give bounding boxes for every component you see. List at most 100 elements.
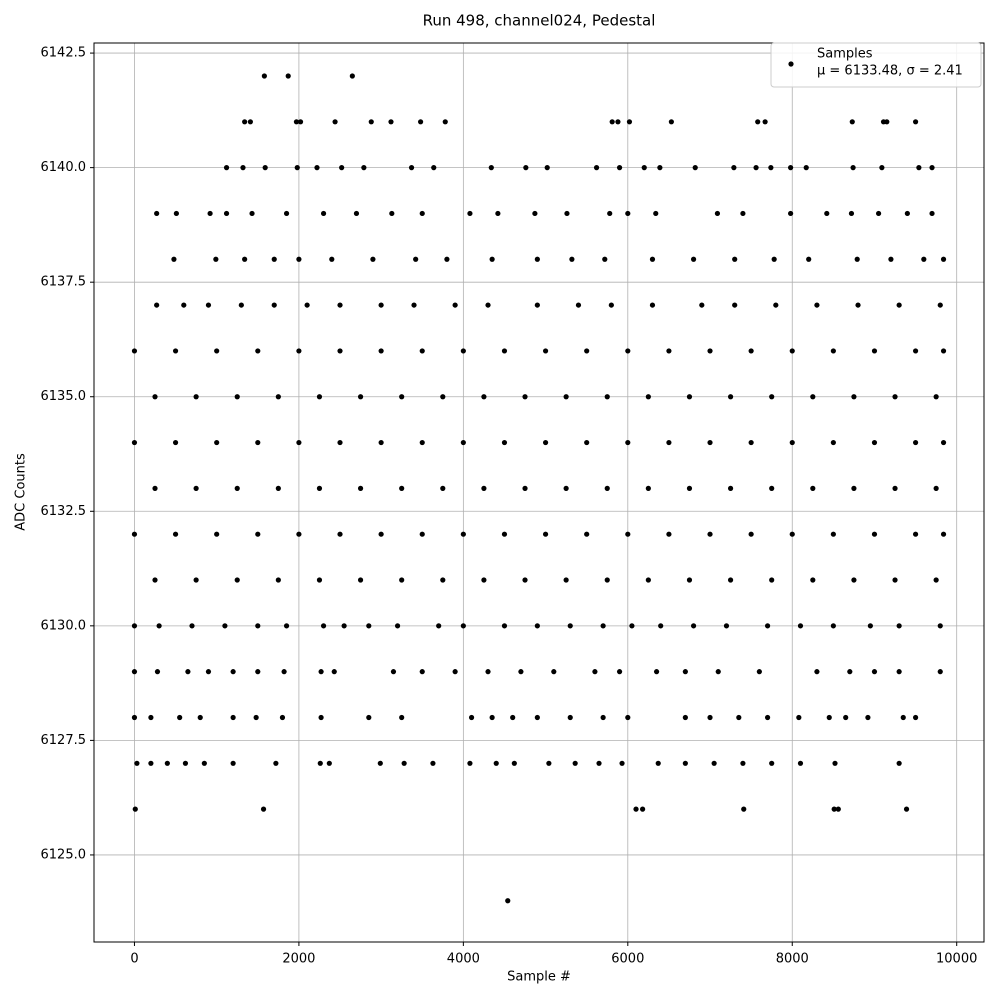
data-point	[378, 348, 384, 354]
data-point	[522, 577, 528, 583]
data-point	[255, 531, 261, 537]
data-point	[796, 714, 802, 721]
x-tick-label: 8000	[776, 952, 809, 967]
data-point	[625, 348, 631, 354]
data-point	[460, 439, 466, 446]
data-point	[584, 439, 590, 446]
data-point	[318, 669, 324, 675]
data-point	[271, 302, 277, 308]
data-point	[727, 577, 734, 583]
data-point	[912, 119, 919, 125]
data-point	[440, 394, 446, 400]
data-point	[851, 394, 857, 400]
data-point	[501, 531, 508, 537]
data-point	[370, 256, 376, 262]
data-point	[262, 165, 268, 171]
data-point	[485, 669, 491, 675]
data-point	[937, 302, 943, 308]
data-point	[296, 348, 302, 354]
data-point	[247, 119, 253, 125]
data-point	[173, 210, 179, 217]
data-point	[690, 623, 697, 629]
data-point	[320, 623, 327, 629]
data-point	[349, 73, 355, 79]
data-point	[131, 531, 138, 537]
data-point	[534, 256, 540, 262]
data-point	[523, 165, 529, 171]
data-point	[715, 669, 721, 675]
data-point	[296, 531, 302, 537]
data-point	[532, 210, 538, 217]
x-tick-label: 2000	[282, 952, 315, 967]
data-point	[755, 119, 761, 125]
data-point	[534, 623, 540, 629]
data-point	[769, 394, 775, 400]
data-point	[401, 760, 407, 766]
data-point	[608, 302, 614, 308]
data-point	[281, 669, 287, 675]
data-point	[607, 210, 613, 217]
data-point	[929, 165, 935, 171]
data-point	[182, 760, 189, 766]
data-point	[213, 256, 219, 262]
data-point	[732, 302, 738, 308]
data-point	[468, 714, 475, 721]
data-point	[850, 165, 856, 171]
data-point	[835, 806, 841, 812]
data-point	[748, 531, 754, 537]
data-point	[888, 256, 894, 262]
data-point	[320, 210, 327, 217]
data-point	[797, 760, 804, 766]
data-point	[904, 210, 910, 217]
data-point	[501, 439, 508, 446]
data-point	[234, 394, 240, 400]
data-point	[522, 485, 528, 491]
data-point	[164, 760, 170, 766]
data-point	[826, 714, 832, 721]
y-tick-label: 6140.0	[41, 160, 87, 175]
data-point	[707, 714, 713, 721]
data-point	[756, 669, 762, 675]
data-point	[132, 806, 138, 812]
data-point	[238, 302, 244, 308]
data-point	[830, 623, 836, 629]
data-point	[871, 439, 878, 446]
y-axis-label: ADC Counts	[14, 453, 29, 531]
data-point	[884, 119, 890, 125]
data-point	[207, 210, 213, 217]
data-point	[912, 714, 919, 721]
y-tick-label: 6130.0	[41, 618, 87, 633]
data-point	[399, 394, 405, 400]
plot-frame	[93, 42, 985, 943]
data-point	[214, 439, 220, 446]
data-point	[331, 669, 337, 675]
data-point	[592, 669, 598, 675]
data-point	[567, 714, 573, 721]
data-point	[337, 439, 343, 446]
data-point	[657, 165, 663, 171]
data-point	[154, 210, 160, 217]
data-point	[399, 577, 405, 583]
legend: Samples μ = 6133.48, σ = 2.41	[770, 42, 982, 88]
y-tick-label: 6135.0	[41, 389, 87, 404]
data-point	[867, 623, 873, 629]
data-point	[714, 210, 721, 217]
data-point	[242, 256, 248, 262]
data-point	[625, 714, 631, 721]
data-point	[249, 210, 255, 217]
data-point	[378, 531, 384, 537]
legend-stats: μ = 6133.48, σ = 2.41	[817, 64, 963, 79]
data-point	[489, 714, 495, 721]
data-point	[732, 256, 738, 262]
data-point	[230, 669, 236, 675]
y-tick-label: 6132.5	[41, 504, 87, 519]
data-point	[740, 210, 746, 217]
data-point	[849, 119, 855, 125]
data-point	[633, 806, 639, 812]
data-point	[937, 669, 943, 675]
data-point	[332, 119, 338, 125]
data-point	[430, 760, 436, 766]
data-point	[377, 760, 383, 766]
data-point	[600, 623, 606, 629]
data-point	[933, 394, 939, 400]
